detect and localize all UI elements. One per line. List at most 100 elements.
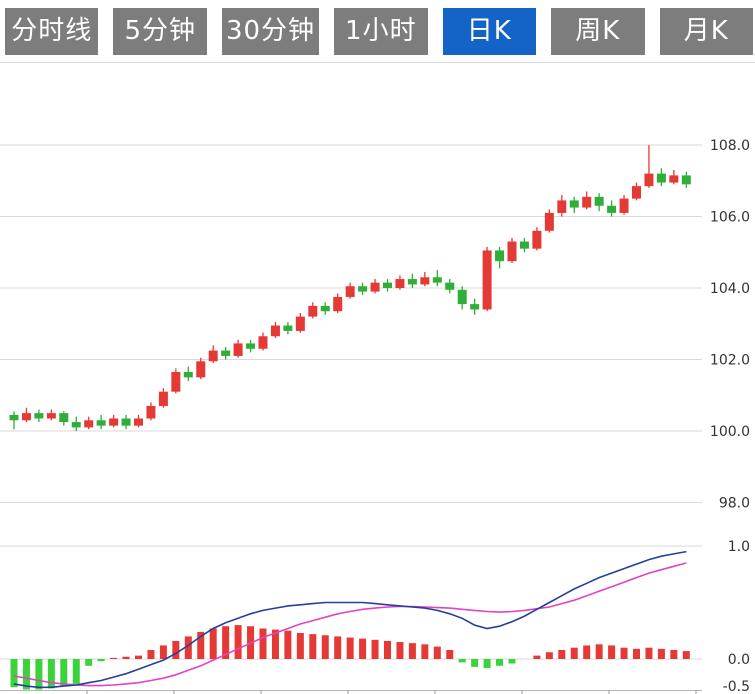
candle-body [258,336,268,349]
candle-body [96,420,106,426]
macd-histogram-bar [209,628,217,659]
macd-histogram-bar [259,628,267,659]
macd-histogram-bar [197,631,205,659]
candle-body [183,372,193,378]
macd-histogram-bar [296,633,304,659]
macd-histogram-bar [309,634,317,659]
candle-body [457,289,467,305]
macd-axis-label: 1.0 [728,539,750,555]
candle-body [320,305,330,312]
candle-body [681,175,691,185]
macd-histogram-bar [545,652,553,659]
candle-body [482,250,492,310]
macd-histogram-bar [496,659,504,666]
price-axis-label: 98.0 [719,496,750,512]
macd-histogram-bar [184,636,192,659]
candle-body [308,305,318,317]
candle-body [432,277,442,283]
macd-histogram-bar [72,659,80,684]
macd-histogram-bar [408,643,416,659]
tab-time-sharing-line[interactable]: 分时线 [5,8,99,55]
macd-histogram-bar [508,659,516,664]
candle-body [196,361,206,378]
candle-body [532,230,542,249]
macd-histogram-bar [371,639,379,659]
candle-body [544,212,554,231]
macd-histogram-bar [384,640,391,659]
macd-histogram-bar [172,640,180,659]
macd-dea-line [13,562,687,687]
candle-body [594,196,604,206]
macd-histogram-bar [35,659,43,690]
candle-body [358,286,368,292]
macd-histogram-bar [284,630,292,659]
candle-body [345,286,355,297]
price-axis-label: 100.0 [710,424,750,440]
candle-body [607,205,617,213]
macd-histogram-bar [47,659,55,689]
macd-histogram-bar [122,656,130,659]
macd-axis-label: 0.0 [728,652,750,668]
macd-histogram-bar [396,642,404,659]
macd-histogram-bar [147,649,155,659]
macd-histogram-bar [334,636,342,659]
tab-5-minute[interactable]: 5分钟 [113,8,207,55]
macd-histogram-bar [97,659,105,662]
tab-weekly-k[interactable]: 周K [551,8,645,55]
macd-histogram-bar [321,635,329,659]
candle-body [445,282,455,290]
candle-body [134,418,143,426]
macd-histogram-bar [657,648,665,659]
candle-body [9,414,19,421]
macd-histogram-bar [645,647,653,659]
tab-daily-k[interactable]: 日K [442,8,537,55]
macd-histogram-bar [670,649,678,659]
macd-histogram-bar [446,649,454,659]
candle-body [582,196,592,208]
candle-body [34,413,44,419]
candle-body [233,343,243,356]
candle-body [656,173,666,183]
macd-histogram-bar [433,646,441,659]
candle-body [158,391,168,406]
candle-body [644,173,654,187]
tab-1-hour[interactable]: 1小时 [334,8,428,55]
candle-body [395,279,405,288]
candle-body [109,418,119,426]
macd-histogram-bar [346,637,354,659]
macd-histogram-bar [483,659,491,669]
macd-histogram-bar [222,626,230,659]
tab-monthly-k[interactable]: 月K [659,8,753,55]
macd-histogram-bar [421,644,429,659]
candle-body [146,405,156,419]
macd-histogram-bar [234,625,242,659]
macd-histogram-bar [85,659,93,666]
candle-body [221,350,231,356]
macd-histogram-bar [110,657,118,659]
macd-histogram-bar [620,647,628,659]
macd-histogram-bar [570,647,578,659]
candle-body [21,413,31,421]
candle-body [71,422,81,428]
price-axis-label: 108.0 [710,138,750,154]
candle-body [495,250,505,262]
candle-body [283,325,293,331]
macd-histogram-bar [159,645,167,659]
candle-body [208,350,218,362]
macd-histogram-bar [359,638,367,659]
macd-histogram-bar [471,659,479,667]
macd-axis-label: -0.5 [723,679,750,694]
candle-body [407,279,417,285]
price-axis-label: 104.0 [710,281,750,297]
candle-body [669,175,679,183]
candle-body [557,200,567,213]
tab-30-minute[interactable]: 30分钟 [221,8,320,55]
candle-body [370,282,380,292]
macd-histogram-bar [22,659,30,690]
kline-period-toolbar: 分时线 5分钟 30分钟 1小时 日K 周K 月K [5,8,753,55]
candle-body [470,304,480,310]
candle-body [383,282,392,288]
macd-histogram-bar [595,644,603,659]
macd-histogram-bar [583,645,591,659]
